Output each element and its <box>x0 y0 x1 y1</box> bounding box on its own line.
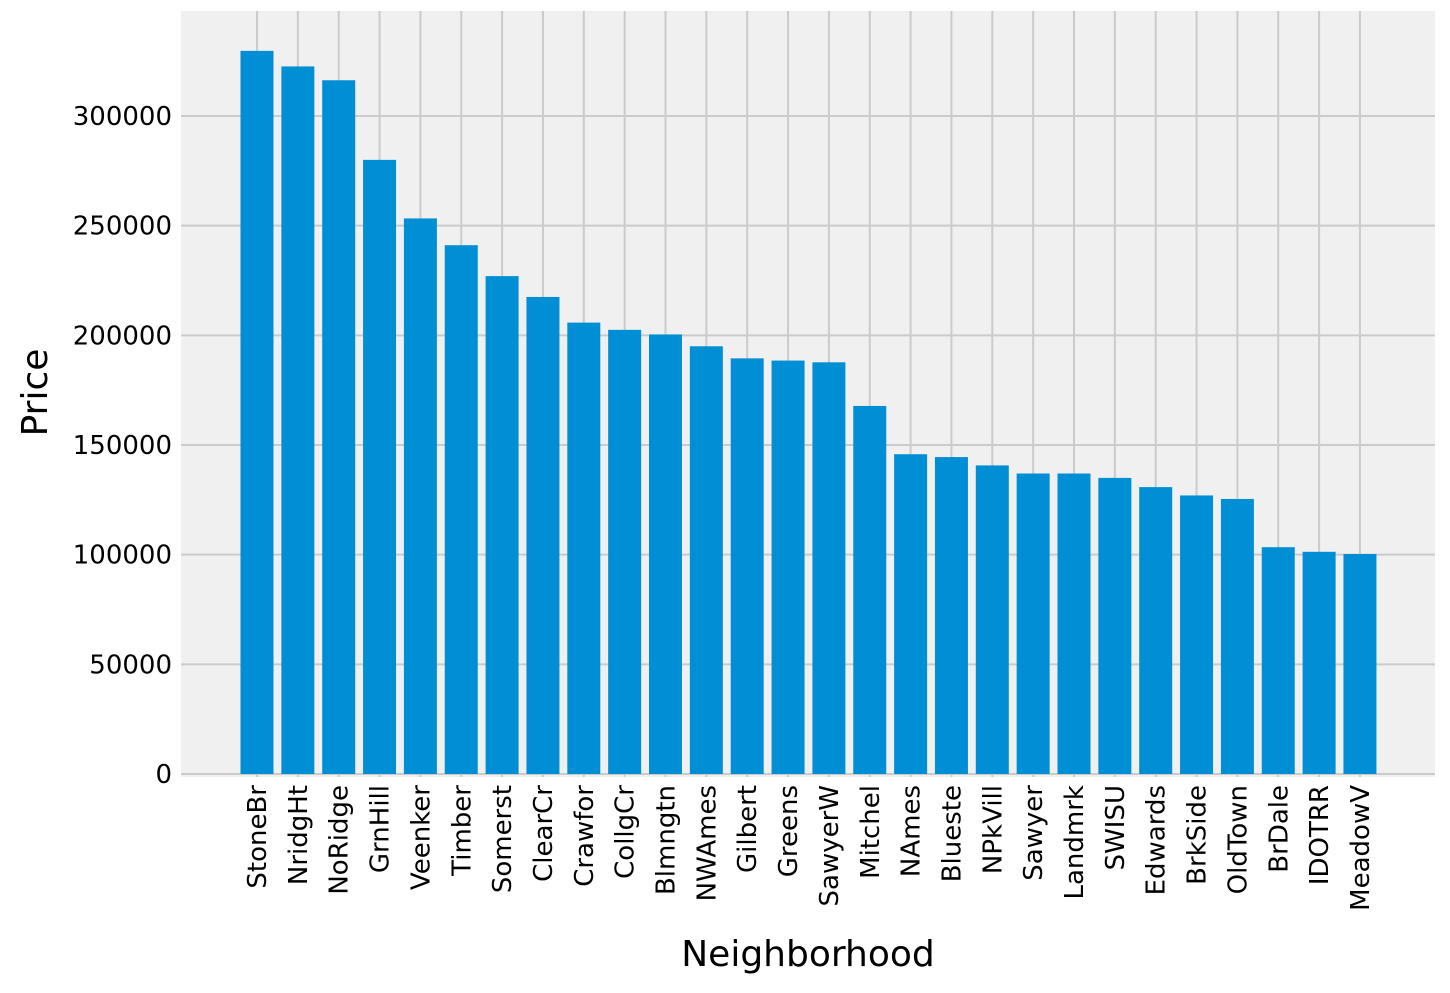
y-tick-label: 0 <box>155 760 172 790</box>
y-tick-label: 300000 <box>73 102 172 132</box>
bar <box>281 66 315 774</box>
bar <box>403 218 437 775</box>
x-tick-label: Mitchel <box>856 785 886 879</box>
y-tick-label: 250000 <box>73 212 172 242</box>
x-axis-title: Neighborhood <box>681 934 935 975</box>
x-tick-label: NoRidge <box>325 785 355 895</box>
x-tick-label: GrnHill <box>366 785 396 873</box>
y-tick-label: 150000 <box>73 431 172 461</box>
bars <box>240 50 1377 775</box>
x-tick-label: BrDale <box>1264 785 1294 873</box>
x-tick-label: MeadowV <box>1346 785 1376 911</box>
y-tick-label: 200000 <box>73 321 172 351</box>
bar <box>1016 473 1050 774</box>
bar <box>444 245 478 775</box>
x-tick-label: StoneBr <box>243 785 273 889</box>
x-tick-label: SWISU <box>1101 785 1131 870</box>
bar <box>485 276 519 774</box>
x-tick-label: OldTown <box>1223 785 1253 894</box>
bar <box>1057 473 1091 774</box>
x-tick-label: Somerst <box>488 785 518 893</box>
y-axis-title: Price <box>15 349 56 437</box>
x-tick-label: NAmes <box>897 785 927 877</box>
x-axis-ticks: StoneBr NridgHt NoRidge GrnHill Veenker Timbe… <box>243 785 1376 911</box>
x-tick-label: Gilbert <box>733 785 763 873</box>
bar <box>689 346 723 774</box>
x-tick-label: Blueste <box>937 785 967 882</box>
bar <box>1180 495 1214 774</box>
x-tick-label: Blmngtn <box>652 785 682 895</box>
x-tick-label: IDOTRR <box>1305 785 1335 885</box>
x-tick-label: NridgHt <box>284 785 314 885</box>
bar <box>363 159 397 774</box>
x-tick-label: Veenker <box>406 785 436 890</box>
bar <box>1261 547 1295 774</box>
bar <box>1139 487 1173 774</box>
bar <box>322 80 356 775</box>
x-tick-label: Edwards <box>1142 785 1172 895</box>
bar <box>649 334 682 774</box>
y-tick-label: 100000 <box>73 541 172 571</box>
x-tick-label: Timber <box>447 785 477 877</box>
x-tick-label: Landmrk <box>1060 785 1090 899</box>
bar <box>853 405 887 774</box>
x-tick-label: Greens <box>774 785 804 877</box>
x-tick-label: NWAmes <box>692 785 722 901</box>
y-axis-ticks: 0 50000 100000 150000 200000 250000 300000 <box>73 102 172 790</box>
bar <box>934 457 968 774</box>
bar <box>894 454 928 774</box>
bar <box>1098 477 1132 774</box>
bar <box>567 322 601 774</box>
bar <box>240 50 274 774</box>
x-tick-label: NPkVill <box>978 785 1008 874</box>
x-tick-label: BrkSide <box>1183 785 1213 885</box>
bar <box>526 296 560 774</box>
bar <box>1302 551 1336 774</box>
bar <box>771 360 805 774</box>
x-tick-label: CollgCr <box>611 785 641 879</box>
x-tick-label: SawyerW <box>815 785 845 906</box>
y-tick-label: 50000 <box>89 650 172 680</box>
bar <box>608 329 642 774</box>
x-tick-label: Crawfor <box>570 785 600 887</box>
bar <box>730 358 764 774</box>
x-tick-label: ClearCr <box>529 785 559 882</box>
bar <box>1343 554 1377 774</box>
bar <box>1220 498 1254 774</box>
bar <box>975 465 1009 774</box>
bar <box>812 362 846 774</box>
x-tick-label: Sawyer <box>1019 785 1049 881</box>
